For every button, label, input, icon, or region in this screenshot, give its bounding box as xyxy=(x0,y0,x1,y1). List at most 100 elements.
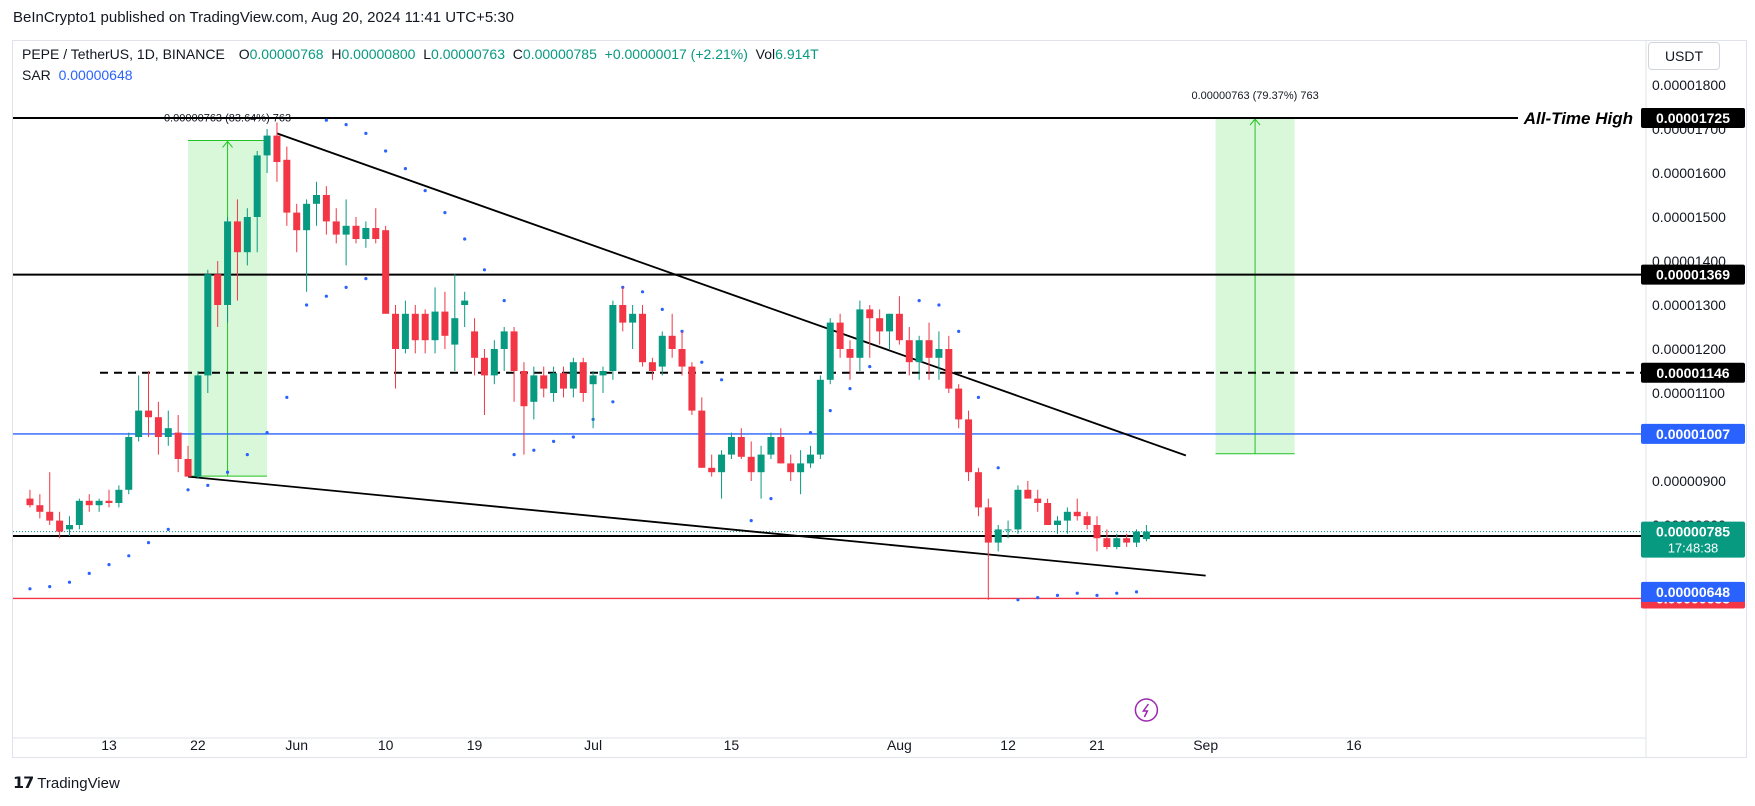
candle-body[interactable] xyxy=(1024,489,1032,499)
candle-body[interactable] xyxy=(342,225,350,235)
candle-body[interactable] xyxy=(65,525,73,530)
candle-body[interactable] xyxy=(451,318,459,345)
candle-body[interactable] xyxy=(856,309,864,358)
candle-body[interactable] xyxy=(500,331,508,349)
candle-body[interactable] xyxy=(312,195,320,204)
candle-body[interactable] xyxy=(915,340,923,363)
candle-body[interactable] xyxy=(925,340,933,358)
candle-body[interactable] xyxy=(1142,531,1150,540)
candle-body[interactable] xyxy=(826,322,834,380)
candle-body[interactable] xyxy=(293,212,301,231)
candle-body[interactable] xyxy=(214,274,222,305)
candle-body[interactable] xyxy=(688,366,696,411)
candle-body[interactable] xyxy=(866,309,874,319)
candle-body[interactable] xyxy=(678,349,686,367)
candle-body[interactable] xyxy=(224,221,232,305)
candle-body[interactable] xyxy=(905,340,913,363)
candle-body[interactable] xyxy=(233,221,241,253)
trendline[interactable] xyxy=(276,132,1187,457)
candle-body[interactable] xyxy=(105,500,113,503)
candle-body[interactable] xyxy=(955,388,963,420)
candle-body[interactable] xyxy=(935,349,943,358)
candle-body[interactable] xyxy=(658,335,666,367)
candle-body[interactable] xyxy=(984,507,992,543)
candle-body[interactable] xyxy=(194,375,202,477)
candle-body[interactable] xyxy=(945,349,953,389)
candle-body[interactable] xyxy=(648,362,656,371)
candle-body[interactable] xyxy=(747,456,755,473)
tradingview-logo[interactable]: 𝟭𝟳 TradingView xyxy=(13,773,120,793)
candle-body[interactable] xyxy=(392,313,400,349)
candle-body[interactable] xyxy=(609,305,617,371)
candle-body[interactable] xyxy=(1034,498,1042,503)
candle-body[interactable] xyxy=(1004,529,1012,531)
candle-body[interactable] xyxy=(530,375,538,402)
candle-body[interactable] xyxy=(559,373,567,389)
candle-body[interactable] xyxy=(1103,538,1111,547)
candle-body[interactable] xyxy=(1063,511,1071,521)
candle-body[interactable] xyxy=(787,463,795,473)
candle-body[interactable] xyxy=(727,437,735,455)
candle-body[interactable] xyxy=(46,511,54,521)
candle-body[interactable] xyxy=(589,375,597,385)
candle-body[interactable] xyxy=(1014,489,1022,530)
candle-body[interactable] xyxy=(471,331,479,358)
candle-body[interactable] xyxy=(352,225,360,239)
candle-body[interactable] xyxy=(668,335,676,349)
candle-body[interactable] xyxy=(836,322,844,349)
candle-body[interactable] xyxy=(283,159,291,213)
candle-body[interactable] xyxy=(411,313,419,341)
candle-body[interactable] xyxy=(273,135,281,162)
candle-body[interactable] xyxy=(777,437,785,464)
candle-body[interactable] xyxy=(599,371,607,376)
candle-body[interactable] xyxy=(401,313,409,349)
candle-body[interactable] xyxy=(569,362,577,389)
candle-body[interactable] xyxy=(876,318,884,332)
candle-body[interactable] xyxy=(174,432,182,459)
candle-body[interactable] xyxy=(1083,516,1091,525)
candle-body[interactable] xyxy=(263,135,271,156)
candle-body[interactable] xyxy=(698,410,706,468)
candle-body[interactable] xyxy=(243,217,251,253)
candle-body[interactable] xyxy=(303,203,311,231)
candle-body[interactable] xyxy=(994,529,1002,543)
candle-body[interactable] xyxy=(974,472,982,508)
candle-body[interactable] xyxy=(816,379,824,455)
candle-body[interactable] xyxy=(85,500,93,506)
candle-body[interactable] xyxy=(421,313,429,341)
candle-body[interactable] xyxy=(708,467,716,473)
candle-body[interactable] xyxy=(1123,538,1131,543)
candle-body[interactable] xyxy=(1093,525,1101,539)
candle-body[interactable] xyxy=(579,362,587,393)
candle-body[interactable] xyxy=(737,437,745,457)
candle-body[interactable] xyxy=(332,221,340,235)
chart-frame[interactable] xyxy=(12,40,1747,758)
candle-body[interactable] xyxy=(619,305,627,323)
candle-body[interactable] xyxy=(510,331,518,371)
candle-body[interactable] xyxy=(490,349,498,376)
candle-body[interactable] xyxy=(1044,503,1052,525)
candle-body[interactable] xyxy=(629,313,637,323)
candle-body[interactable] xyxy=(767,437,775,455)
candle-body[interactable] xyxy=(164,428,172,437)
candle-body[interactable] xyxy=(757,454,765,473)
candle-body[interactable] xyxy=(895,313,903,341)
candle-body[interactable] xyxy=(75,500,83,525)
candle-body[interactable] xyxy=(461,300,469,305)
candle-body[interactable] xyxy=(520,371,528,407)
candle-body[interactable] xyxy=(886,313,894,332)
candle-body[interactable] xyxy=(184,459,192,477)
candle-body[interactable] xyxy=(135,410,143,437)
candle-body[interactable] xyxy=(253,155,261,217)
alert-lightning-icon[interactable] xyxy=(1134,698,1159,722)
candle-body[interactable] xyxy=(36,505,44,512)
candle-body[interactable] xyxy=(441,311,449,336)
candle-body[interactable] xyxy=(322,195,330,222)
candle-body[interactable] xyxy=(846,349,854,358)
candle-body[interactable] xyxy=(154,417,162,437)
candle-body[interactable] xyxy=(540,375,548,389)
candle-body[interactable] xyxy=(1073,511,1081,517)
candle-body[interactable] xyxy=(550,373,558,393)
candle-body[interactable] xyxy=(639,313,647,363)
